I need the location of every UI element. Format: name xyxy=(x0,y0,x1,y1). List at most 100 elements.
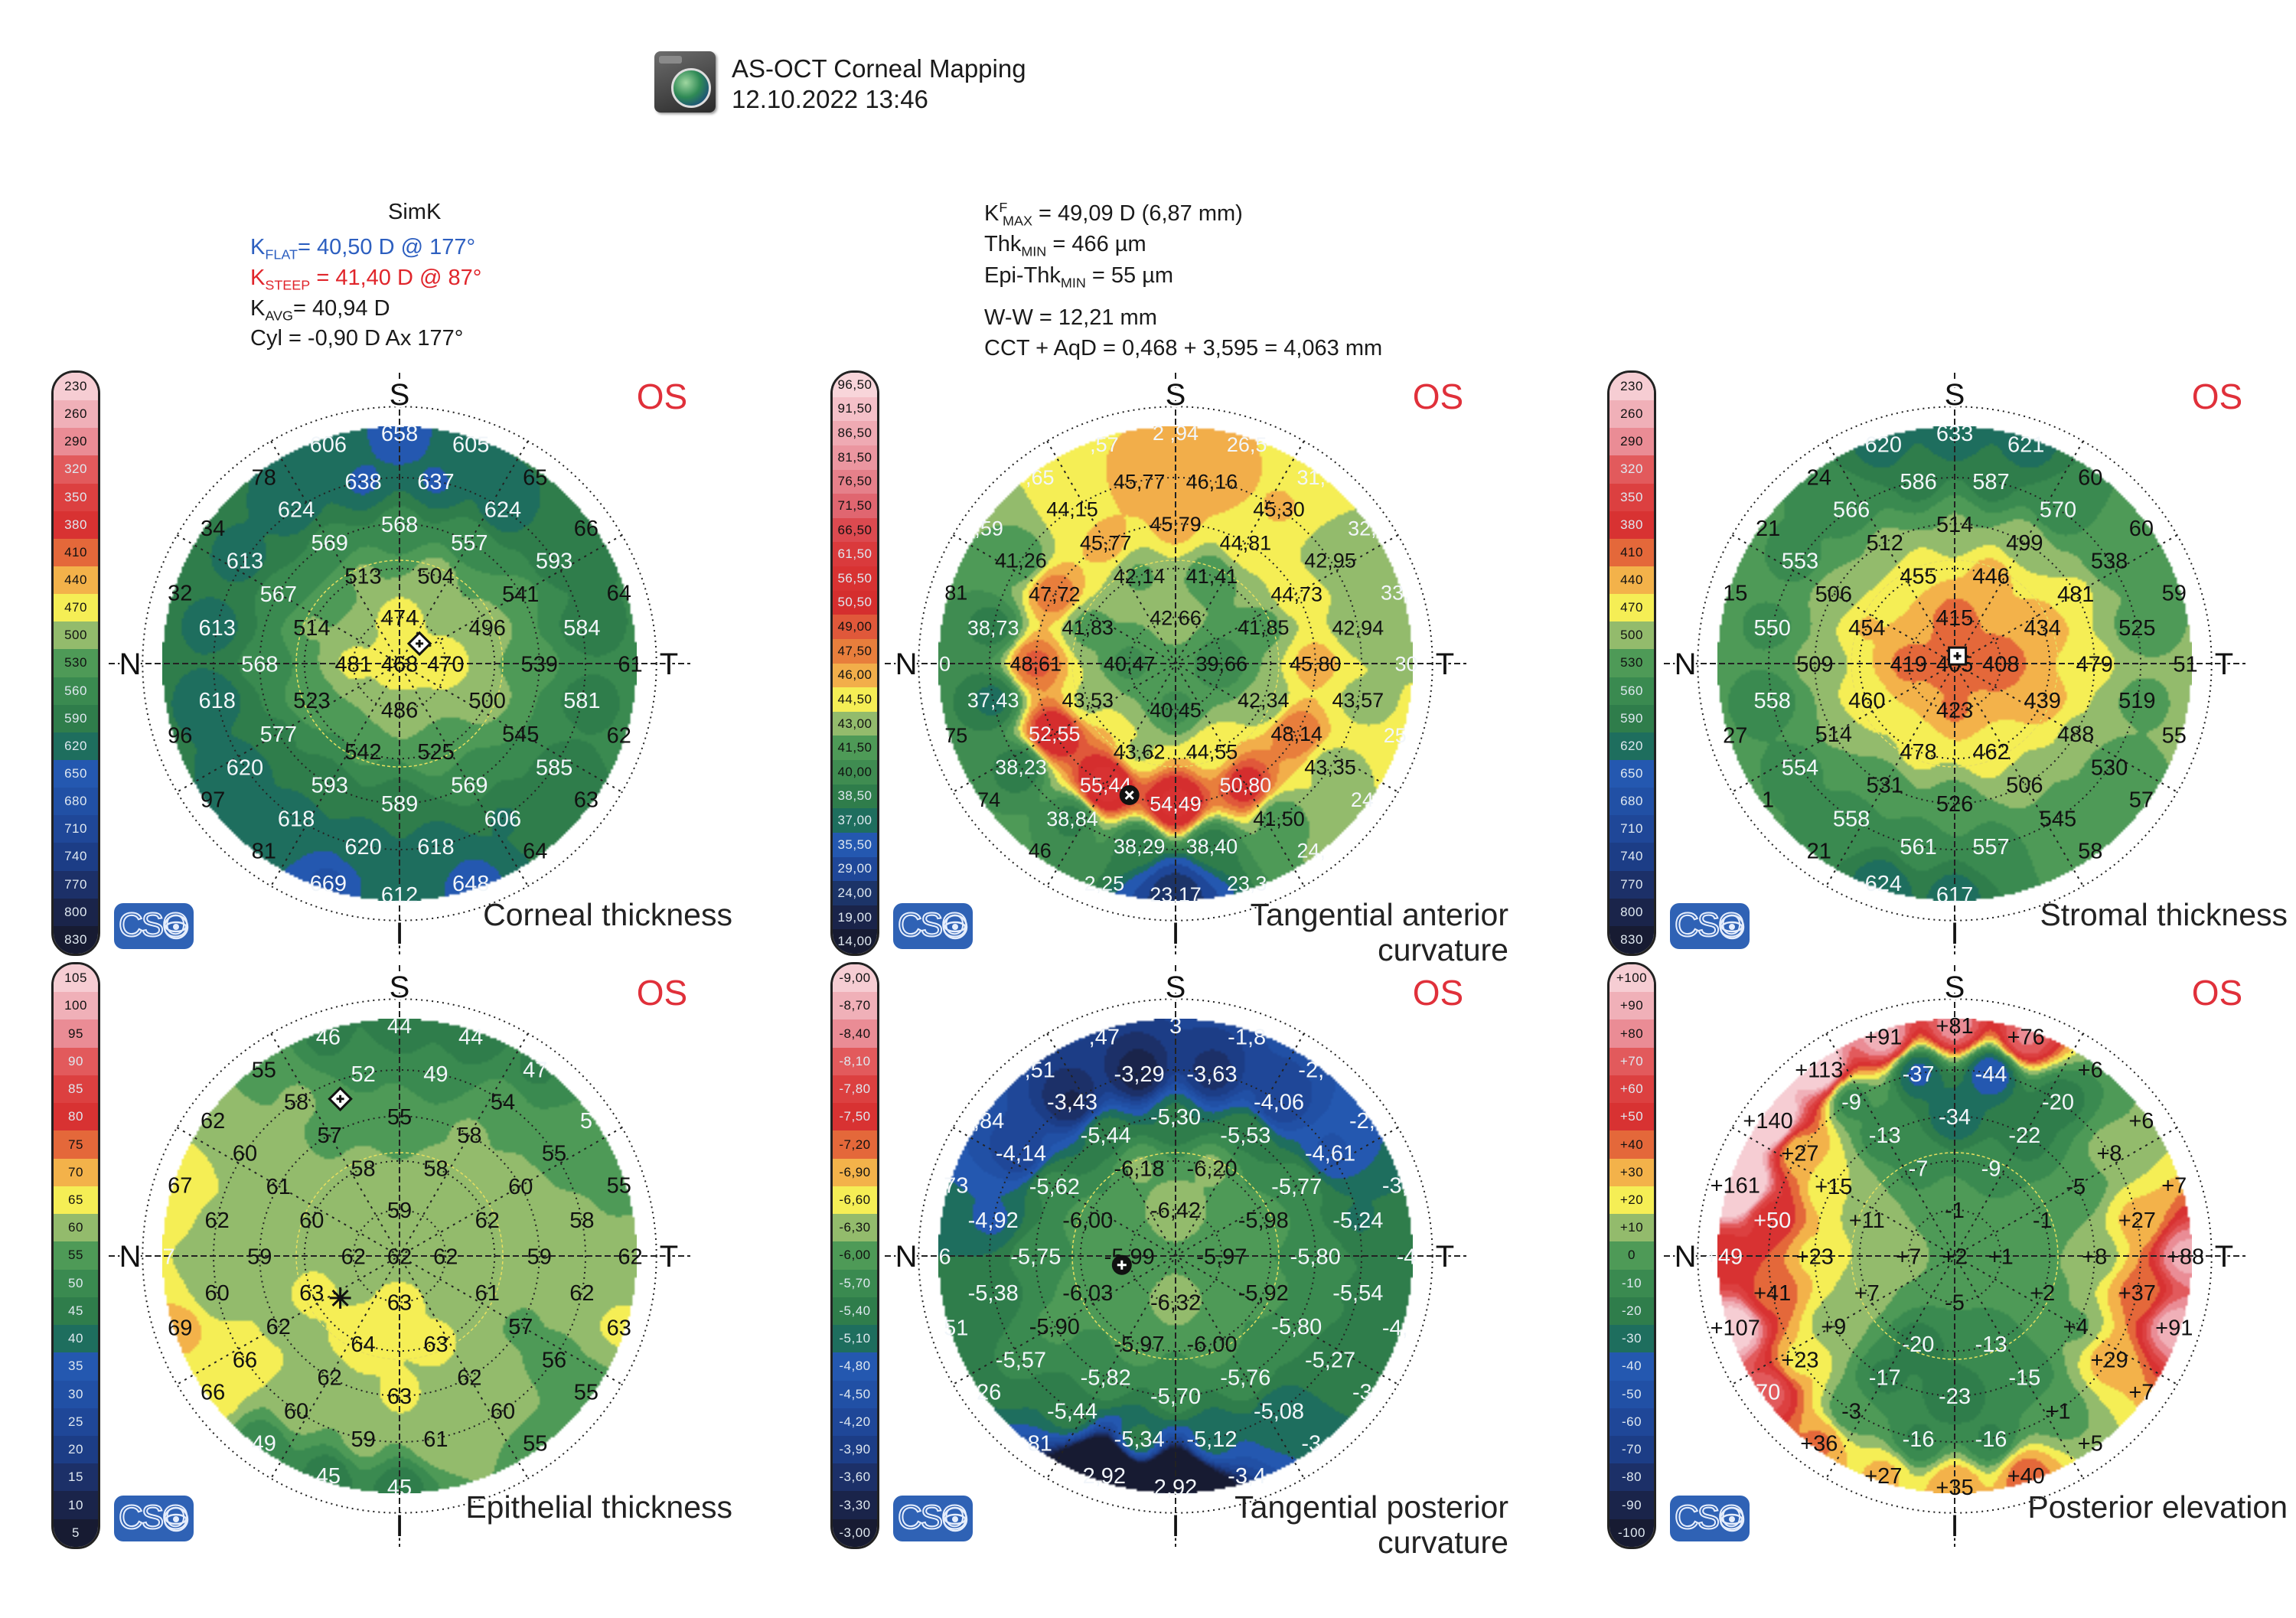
map-value: 462 xyxy=(1972,740,2009,765)
scale-band: 43,00 xyxy=(833,711,877,736)
scale-band: -20 xyxy=(1609,1297,1654,1326)
orientation-superior: S xyxy=(1945,970,1965,1004)
map-value: ,51 xyxy=(1025,1059,1055,1083)
map-value: 30 xyxy=(1394,653,1417,676)
map-value: 40,47 xyxy=(1104,653,1156,676)
scale-band: -6,90 xyxy=(833,1158,877,1186)
scale-band: -7,50 xyxy=(833,1103,877,1131)
map-value: -3,29 xyxy=(1114,1062,1165,1087)
scale-band: 91,50 xyxy=(833,396,877,422)
map-value: -5,97 xyxy=(1114,1333,1164,1357)
map-value: 59 xyxy=(247,1244,272,1269)
map-value: ,47 xyxy=(1089,1026,1120,1050)
diamond-icon xyxy=(406,631,432,657)
map-value: 45,77 xyxy=(1080,531,1132,554)
map-value: -5 xyxy=(1945,1291,1965,1316)
map-value: 509 xyxy=(1796,652,1833,677)
map-value: 526 xyxy=(1936,792,1973,817)
map-value: -5,54 xyxy=(1332,1281,1383,1306)
map-value: 624 xyxy=(1865,872,1902,896)
map-value: 31, xyxy=(1296,466,1326,489)
map-value: 55 xyxy=(523,1431,547,1456)
map-value: -5,82 xyxy=(1081,1366,1131,1391)
polar-grid-overlay: S I N T +2 +1 -1 +7 -5 -1 -9 -7 +11 +7 -20 -13 +2 +8 -5 -22… xyxy=(1664,965,2245,1547)
scale-band: 76,50 xyxy=(833,469,877,494)
map-value: 554 xyxy=(1782,755,1818,780)
map-value: 3 xyxy=(1169,1014,1182,1039)
kmax-symbol: K xyxy=(984,201,1000,226)
polar-grid-overlay: SINT405408415419423434446455454460478462… xyxy=(1664,373,2245,954)
grid-axis xyxy=(1731,1127,2178,1385)
eye-label: OS xyxy=(1412,377,1464,416)
map-value: 585 xyxy=(536,755,572,780)
map-value: +2 xyxy=(2030,1281,2055,1306)
scale-band: -4,80 xyxy=(833,1352,877,1381)
map-value: 570 xyxy=(2040,497,2076,522)
map-value: 478 xyxy=(1900,740,1936,765)
scale-band: 590 xyxy=(54,704,98,732)
map-value: -37 xyxy=(1903,1062,1935,1087)
scale-band: 530 xyxy=(54,649,98,677)
map-value: 59 xyxy=(387,1199,412,1223)
map-value: -5,34 xyxy=(1114,1427,1165,1452)
map-value: 58 xyxy=(569,1209,594,1233)
epithkmin-symbol: Epi-Thk xyxy=(984,263,1061,288)
map-value: 34 xyxy=(201,517,225,541)
polar-grid-overlay: S I N T 468 470 474 481 486 496 504 513 514 523 542 525… xyxy=(109,373,690,954)
map-value: 530 xyxy=(2091,755,2128,780)
map-value: -5,08 xyxy=(1254,1399,1304,1424)
map-value: 637 xyxy=(417,470,454,494)
map-value: 446 xyxy=(1972,565,2009,589)
map-value: 44 xyxy=(387,1014,412,1039)
map-value: 525 xyxy=(2118,616,2155,641)
scale-band: 620 xyxy=(1609,732,1654,760)
cso-logo: CSO xyxy=(1670,903,1750,949)
eye-label: OS xyxy=(1412,973,1464,1013)
map-value: 54,49 xyxy=(1150,792,1202,815)
map-value: 60 xyxy=(205,1281,230,1306)
scale-band: 66,50 xyxy=(833,517,877,543)
eye-icon xyxy=(163,914,189,940)
map-value: 63 xyxy=(387,1385,412,1409)
scale-band: 500 xyxy=(54,621,98,650)
map-value: 618 xyxy=(417,835,454,860)
eye-label: OS xyxy=(2191,377,2243,416)
thkmin-symbol: Thk xyxy=(984,232,1022,256)
map-value: 59 xyxy=(351,1427,375,1452)
scale-band: 740 xyxy=(1609,843,1654,871)
kflat-symbol: K xyxy=(250,235,266,259)
map-value: 44,81 xyxy=(1220,531,1272,554)
scale-band: -60 xyxy=(1609,1408,1654,1436)
eye-icon xyxy=(163,1506,189,1532)
map-value: 45,77 xyxy=(1114,470,1166,493)
grid-ring xyxy=(1814,1115,2095,1397)
map-value: -4,92 xyxy=(968,1209,1019,1233)
map-value: 25 xyxy=(1384,724,1407,747)
map-value: 63 xyxy=(387,1291,412,1316)
map-value: 41,41 xyxy=(1186,565,1238,588)
map-value: 550 xyxy=(1753,616,1790,641)
map-value: 66 xyxy=(574,517,598,541)
orientation-inferior: I xyxy=(395,917,403,951)
map-value: -2, xyxy=(1349,1109,1375,1134)
map-value: 62 xyxy=(607,724,631,749)
map-value: 51 xyxy=(944,1316,968,1341)
map-value: +36 xyxy=(1800,1431,1838,1456)
map-value: 617 xyxy=(1936,883,1973,908)
map-value: +23 xyxy=(1796,1244,1834,1269)
map-value: -5,76 xyxy=(1220,1366,1270,1391)
map-value: 658 xyxy=(381,422,418,446)
orientation-superior: S xyxy=(390,378,410,412)
scale-band: 40,00 xyxy=(833,760,877,785)
map-value: -34 xyxy=(1939,1105,1971,1130)
map-value: 66 xyxy=(233,1348,257,1372)
map-value: +15 xyxy=(1815,1175,1852,1199)
map-value: +113 xyxy=(1795,1059,1843,1083)
map-value: 638 xyxy=(344,470,381,494)
scale-band: 45 xyxy=(54,1297,98,1326)
polar-grid-overlay: SIN T-5,97-6,42-5,99-6,32-5,98-6,20-6,18-… xyxy=(885,965,1466,1547)
map-value: -1 xyxy=(2033,1209,2053,1233)
map-value: 58 xyxy=(284,1090,308,1114)
ksteep-value: = 41,40 D @ 87° xyxy=(310,266,482,290)
asterisk-icon xyxy=(329,1287,351,1309)
